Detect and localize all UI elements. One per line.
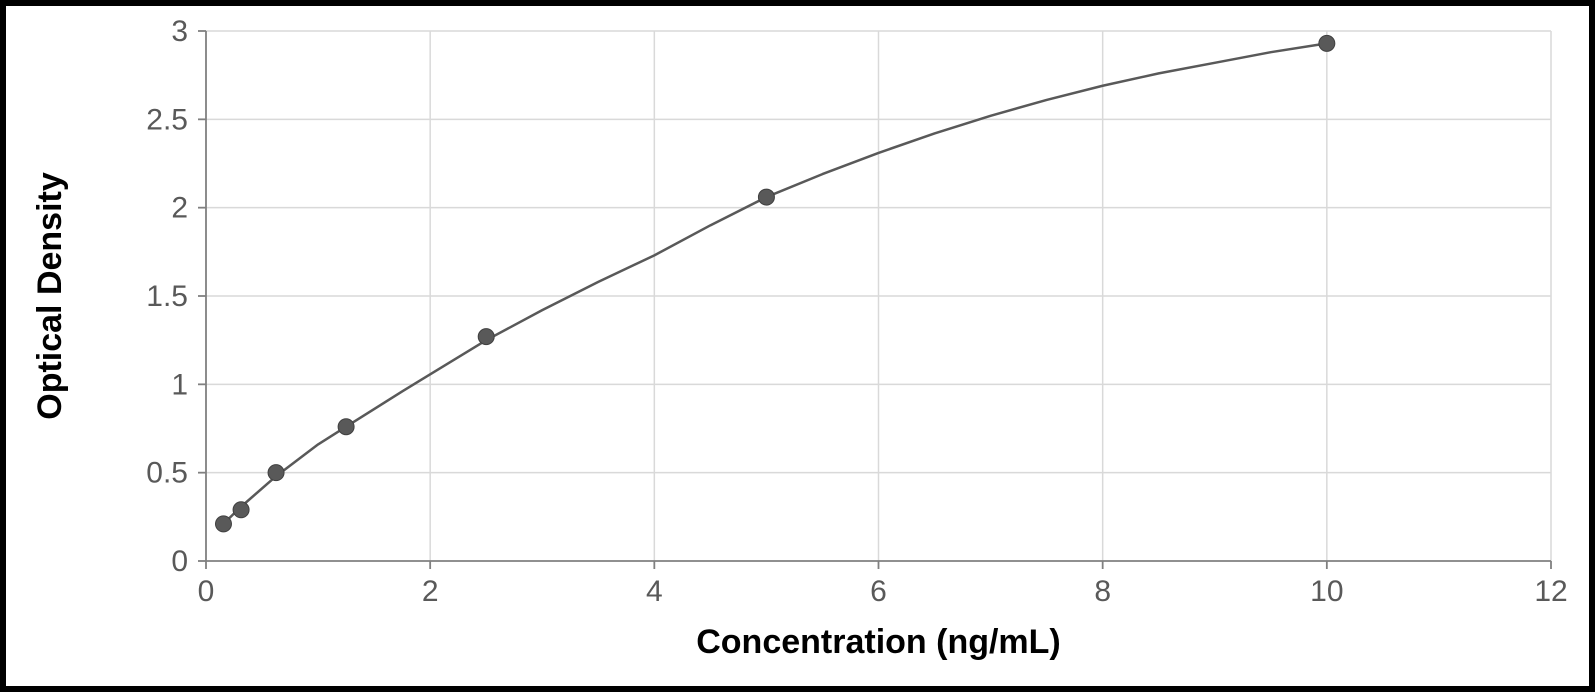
- y-tick-label: 0: [171, 545, 188, 578]
- y-tick-label: 3: [171, 15, 188, 48]
- x-tick-label: 10: [1310, 575, 1343, 608]
- x-axis-title: Concentration (ng/mL): [696, 623, 1061, 661]
- data-point: [215, 516, 231, 532]
- x-tick-label: 12: [1534, 575, 1567, 608]
- data-point: [758, 189, 774, 205]
- x-tick-label: 2: [422, 575, 439, 608]
- x-tick-label: 8: [1094, 575, 1111, 608]
- y-tick-label: 1.5: [146, 280, 188, 313]
- x-tick-label: 0: [198, 575, 215, 608]
- data-point: [233, 502, 249, 518]
- data-point: [338, 419, 354, 435]
- y-tick-label: 2.5: [146, 103, 188, 136]
- y-tick-label: 2: [171, 192, 188, 225]
- chart-svg: 0 2 4 6 8 10 12 0 0.5 1 1.5 2 2.5 3 Concentration (ng/…: [6, 6, 1589, 686]
- chart-frame: 0 2 4 6 8 10 12 0 0.5 1 1.5 2 2.5 3 Concentration (ng/…: [0, 0, 1595, 692]
- x-tick-label: 4: [646, 575, 663, 608]
- y-axis-title: Optical Density: [31, 172, 69, 420]
- x-tick-label: 6: [870, 575, 887, 608]
- data-point: [268, 465, 284, 481]
- data-point: [1319, 35, 1335, 51]
- y-tick-label: 0.5: [146, 457, 188, 490]
- y-tick-label: 1: [171, 368, 188, 401]
- data-point: [478, 329, 494, 345]
